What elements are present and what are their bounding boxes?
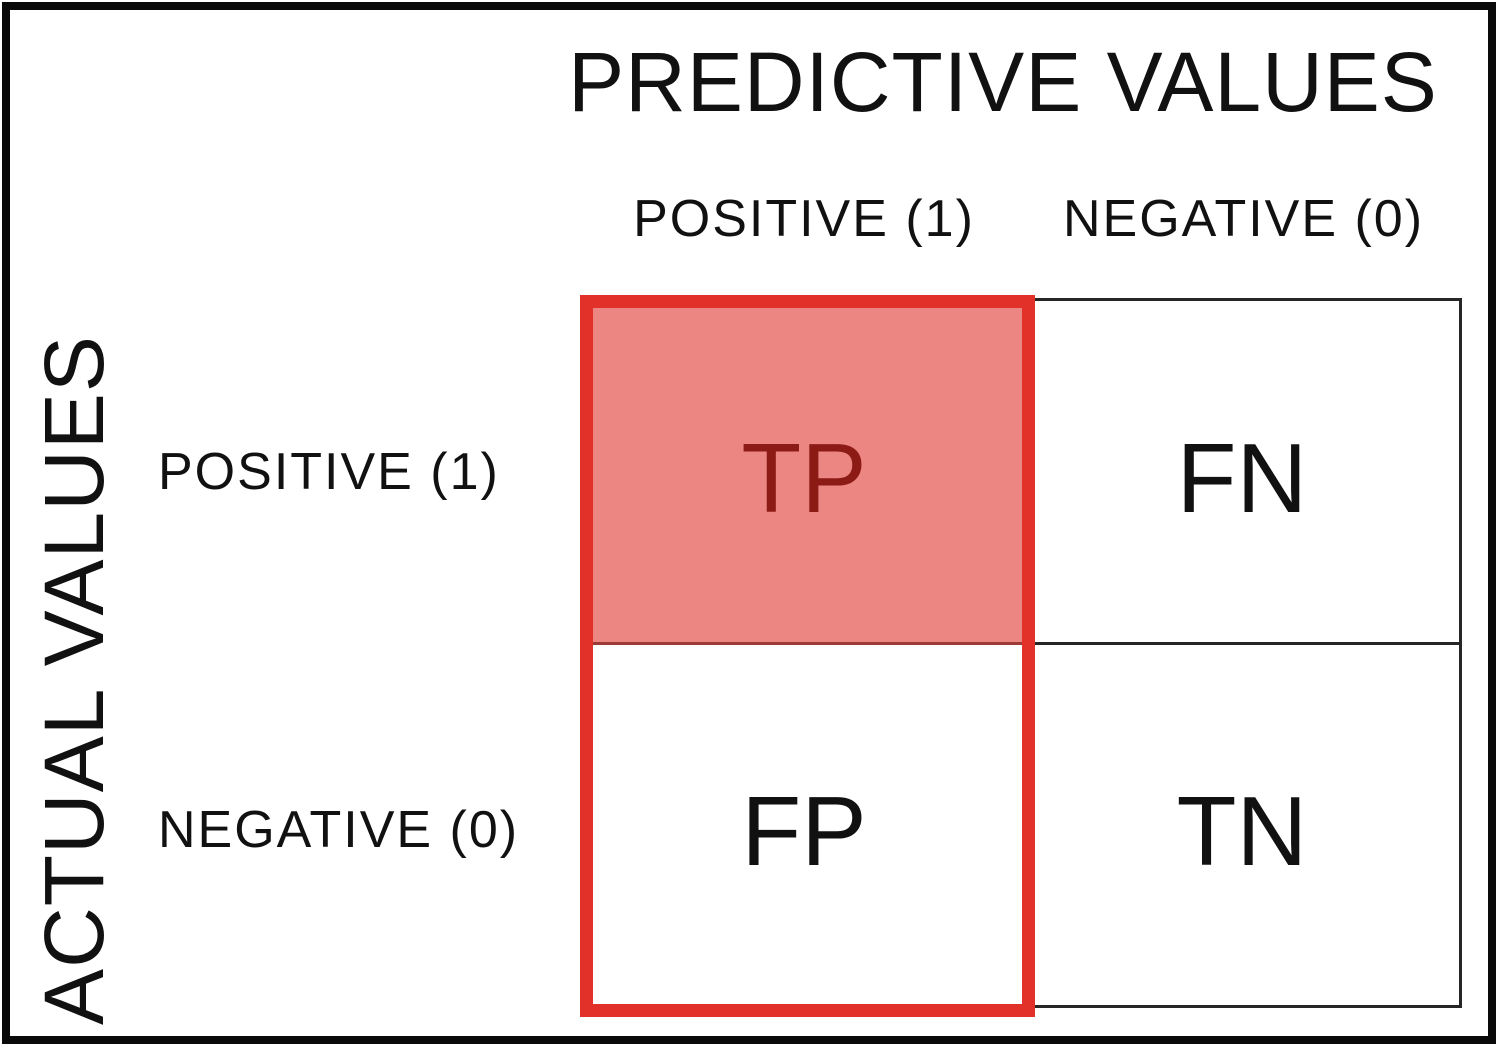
row-header-negative: NEGATIVE (0) bbox=[158, 801, 520, 859]
col-header-negative: NEGATIVE (0) bbox=[1062, 190, 1425, 248]
cell-true-negative: TN bbox=[1176, 776, 1308, 886]
cell-true-positive: TP bbox=[586, 301, 1025, 645]
row-header-positive: POSITIVE (1) bbox=[158, 443, 500, 501]
cell-false-positive: FP bbox=[586, 645, 1025, 1005]
predictive-values-title: PREDICTIVE VALUES bbox=[568, 35, 1438, 129]
cell-false-negative: FN bbox=[1025, 301, 1459, 645]
col-header-positive: POSITIVE (1) bbox=[633, 190, 975, 248]
matrix-grid: TP FN FP TN bbox=[580, 295, 1462, 1017]
actual-values-axis-label: ACTUAL VALUES bbox=[27, 335, 121, 1025]
